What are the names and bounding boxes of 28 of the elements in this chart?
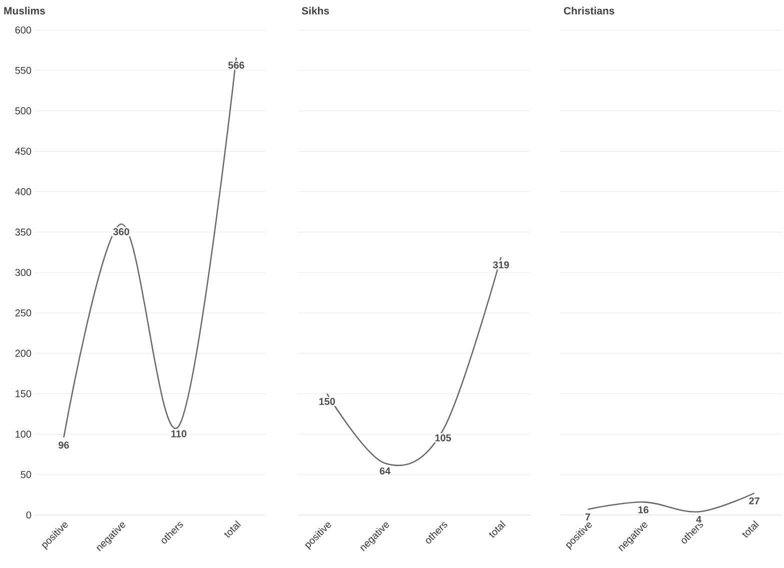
y-tick-label: 350	[15, 228, 32, 236]
y-tick-label: 0	[26, 511, 32, 519]
y-tick-label: 500	[15, 107, 32, 114]
data-label: 4	[696, 516, 702, 523]
y-tick-label: 400	[15, 188, 32, 196]
data-label: 64	[380, 467, 390, 474]
y-tick-label: 450	[15, 148, 32, 155]
y-tick-label: 250	[15, 309, 32, 316]
y-tick-label: 600	[15, 26, 32, 34]
y-tick-label: 100	[16, 430, 32, 438]
data-label: 27	[749, 497, 760, 504]
data-label: 96	[58, 442, 69, 449]
data-label: 7	[585, 514, 590, 520]
y-tick-label: 550	[15, 66, 32, 74]
chart-title: Christians	[564, 6, 614, 14]
y-tick-label: 300	[15, 268, 32, 276]
data-label: 319	[492, 261, 509, 268]
data-label: 566	[228, 62, 244, 69]
data-label: 16	[638, 506, 648, 514]
chart-title: Muslims	[4, 6, 45, 14]
y-tick-label: 200	[15, 350, 32, 357]
y-tick-label: 150	[16, 390, 32, 398]
data-label: 110	[171, 430, 186, 438]
y-tick-label: 50	[20, 471, 32, 478]
data-label: 150	[319, 398, 335, 405]
data-label: 105	[435, 434, 452, 442]
chart-title: Sikhs	[302, 6, 330, 14]
data-label: 360	[113, 228, 130, 236]
